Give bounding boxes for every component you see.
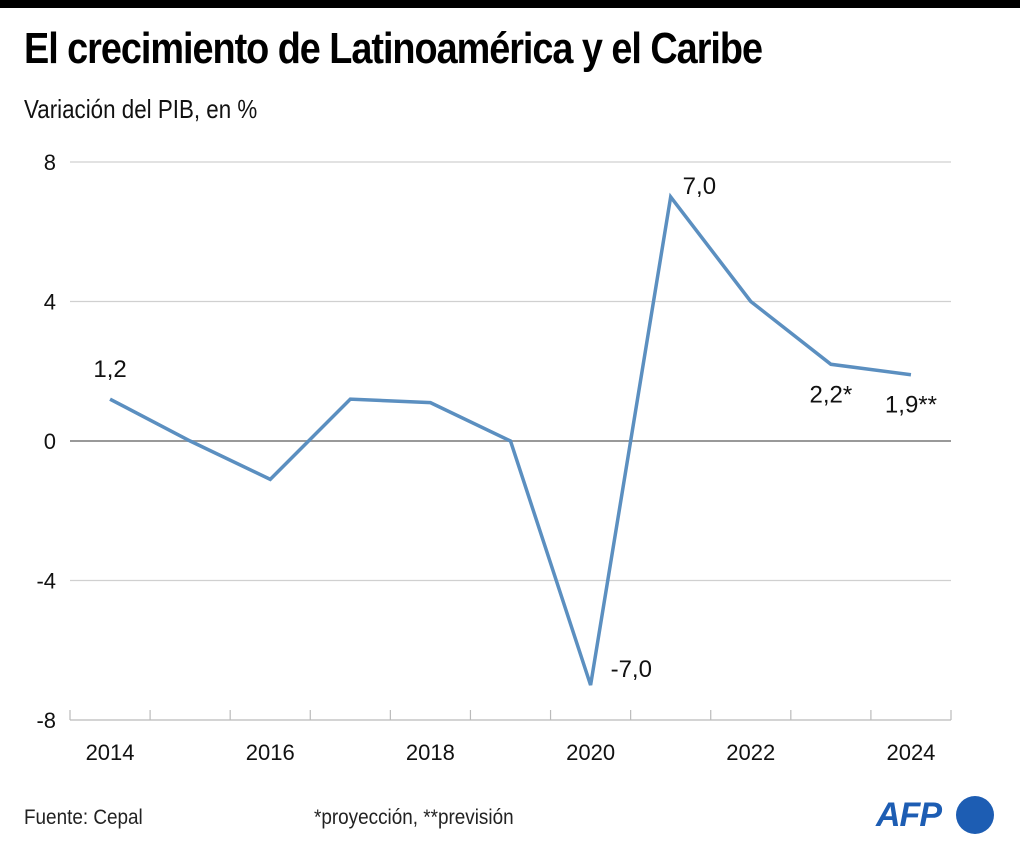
x-tick-label: 2018 [406, 740, 455, 765]
x-tick-label: 2022 [726, 740, 775, 765]
x-tick-label: 2020 [566, 740, 615, 765]
y-tick-label: 8 [44, 150, 56, 175]
chart-subtitle: Variación del PIB, en % [24, 94, 258, 124]
data-label: 7,0 [683, 173, 716, 200]
data-label: 1,2 [93, 356, 126, 383]
y-tick-label: -8 [36, 708, 56, 733]
top-bar [0, 0, 1020, 8]
y-tick-label: 0 [44, 429, 56, 454]
afp-logo-circle-icon [956, 796, 994, 834]
source-note: Fuente: Cepal [24, 806, 143, 829]
afp-logo-text: AFP [876, 796, 942, 834]
data-label: -7,0 [611, 656, 652, 683]
x-tick-label: 2014 [86, 740, 135, 765]
y-tick-label: 4 [44, 290, 56, 315]
afp-logo: AFP [876, 794, 996, 838]
data-label: 2,2* [810, 381, 853, 408]
y-axis-labels: 8 4 0 -4 -8 [36, 150, 56, 733]
data-labels: 1,2 -7,0 7,0 2,2* 1,9** [93, 173, 937, 683]
data-label: 1,9** [885, 392, 937, 419]
footnote: *proyección, **previsión [314, 806, 514, 829]
x-tick-label: 2016 [246, 740, 295, 765]
series-line-group [109, 192, 912, 686]
x-axis: 2014 2016 2018 2020 2022 2024 [69, 710, 952, 765]
y-tick-label: -4 [36, 569, 56, 594]
x-tick-label: 2024 [886, 740, 935, 765]
chart-title: El crecimiento de Latinoamérica y el Car… [24, 24, 763, 73]
